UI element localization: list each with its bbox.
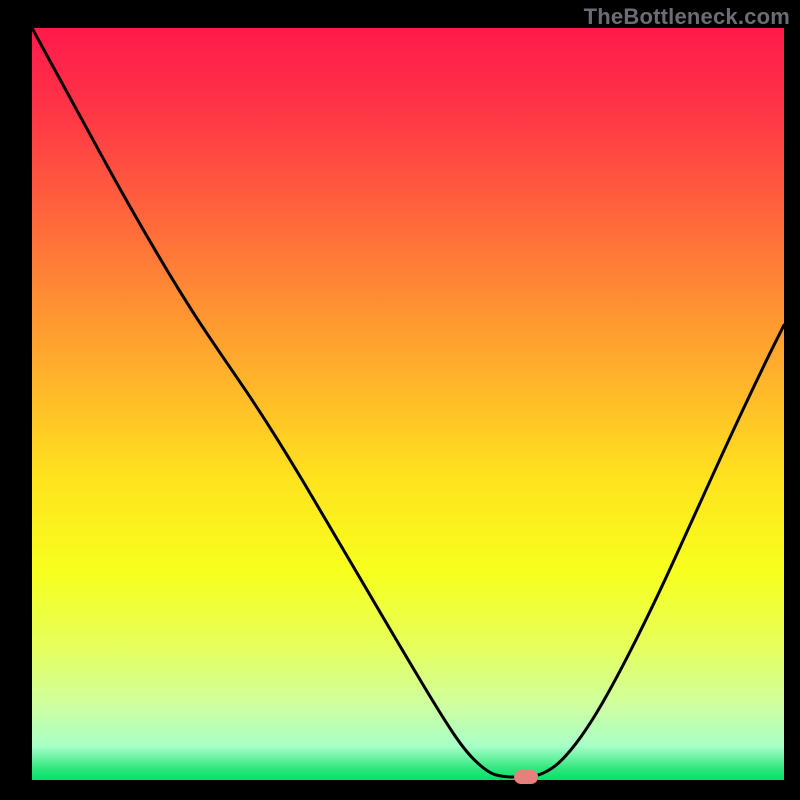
watermark-text: TheBottleneck.com — [584, 4, 790, 30]
chart-frame: { "watermark": { "text": "TheBottleneck.… — [0, 0, 800, 800]
plot-background — [32, 28, 784, 780]
bottleneck-chart — [0, 0, 800, 800]
optimal-marker — [514, 770, 538, 784]
